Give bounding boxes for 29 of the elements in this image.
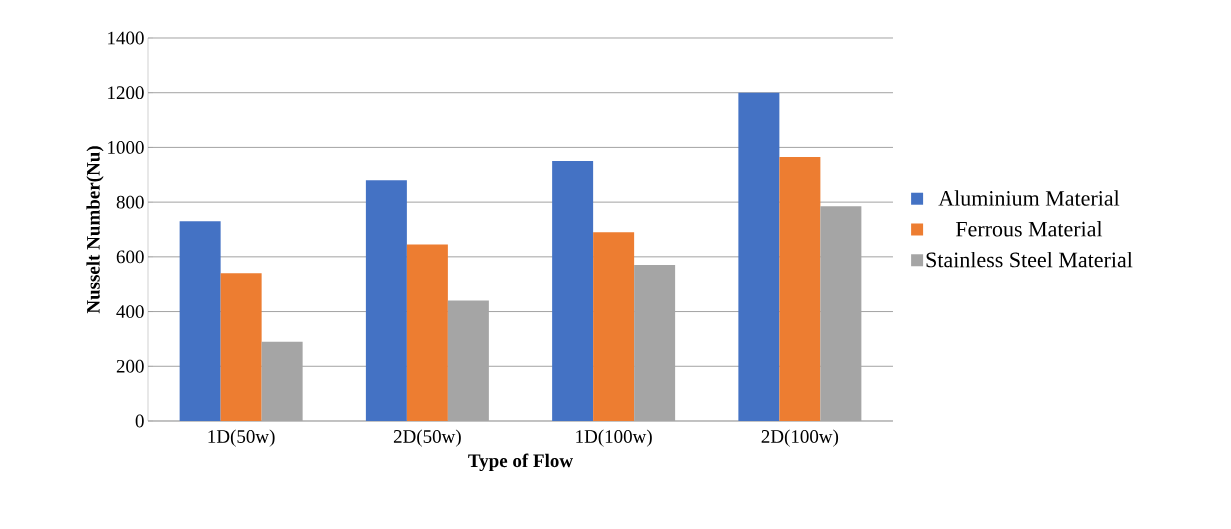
x-axis-title: Type of Flow (468, 453, 573, 472)
x-tick-label: 1D(100w) (576, 429, 652, 447)
y-axis-title: Nusselt Number(Nu) (86, 146, 104, 314)
bar (261, 341, 303, 421)
legend-label: Stainless Steel Material (926, 251, 1133, 268)
bar (779, 156, 821, 421)
x-tick-label: 2D(50w) (393, 429, 461, 447)
bar (447, 300, 489, 421)
bar (552, 161, 594, 421)
bar (220, 273, 262, 421)
x-tick-label: 2D(100w) (761, 429, 839, 447)
y-tick-label: 200 (116, 359, 144, 373)
legend-label: Aluminium Material (938, 190, 1120, 206)
legend-label: Ferrous Material (955, 221, 1103, 237)
bar (820, 206, 862, 421)
y-tick-label: 800 (116, 195, 144, 209)
y-tick-label: 1200 (108, 86, 144, 100)
bar (365, 180, 407, 421)
y-tick-label: 1000 (108, 141, 144, 154)
bar (406, 244, 448, 421)
y-tick-label: 400 (116, 305, 144, 318)
y-tick-label: 600 (116, 250, 144, 264)
bar (738, 92, 780, 421)
x-tick-label: 1D(50w) (208, 429, 275, 447)
y-tick-label: 0 (135, 414, 144, 428)
bar (179, 221, 221, 421)
bar (593, 232, 635, 421)
y-tick-label: 1400 (108, 31, 144, 45)
bar (634, 265, 676, 421)
